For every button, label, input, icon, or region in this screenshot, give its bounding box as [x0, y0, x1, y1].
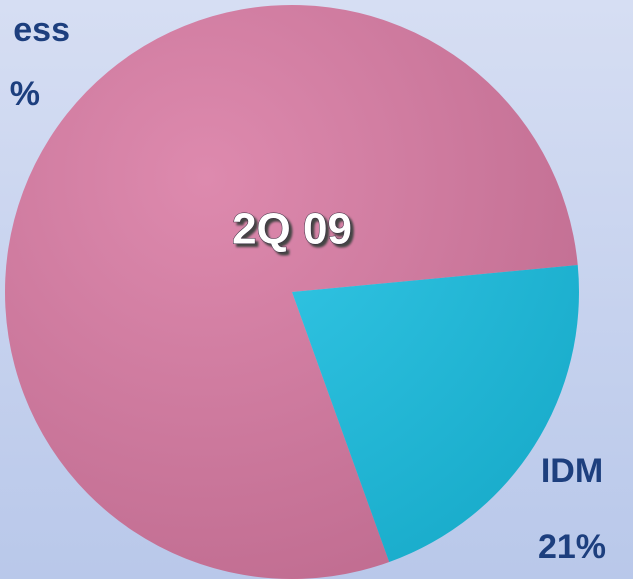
pie [4, 5, 579, 579]
slice-value-label: % [10, 75, 40, 113]
slice-value-label: 21% [538, 528, 606, 566]
slice-label: ess [13, 11, 70, 49]
chart-title: 2Q 09 [232, 205, 352, 254]
slice-label: IDM [541, 452, 603, 490]
